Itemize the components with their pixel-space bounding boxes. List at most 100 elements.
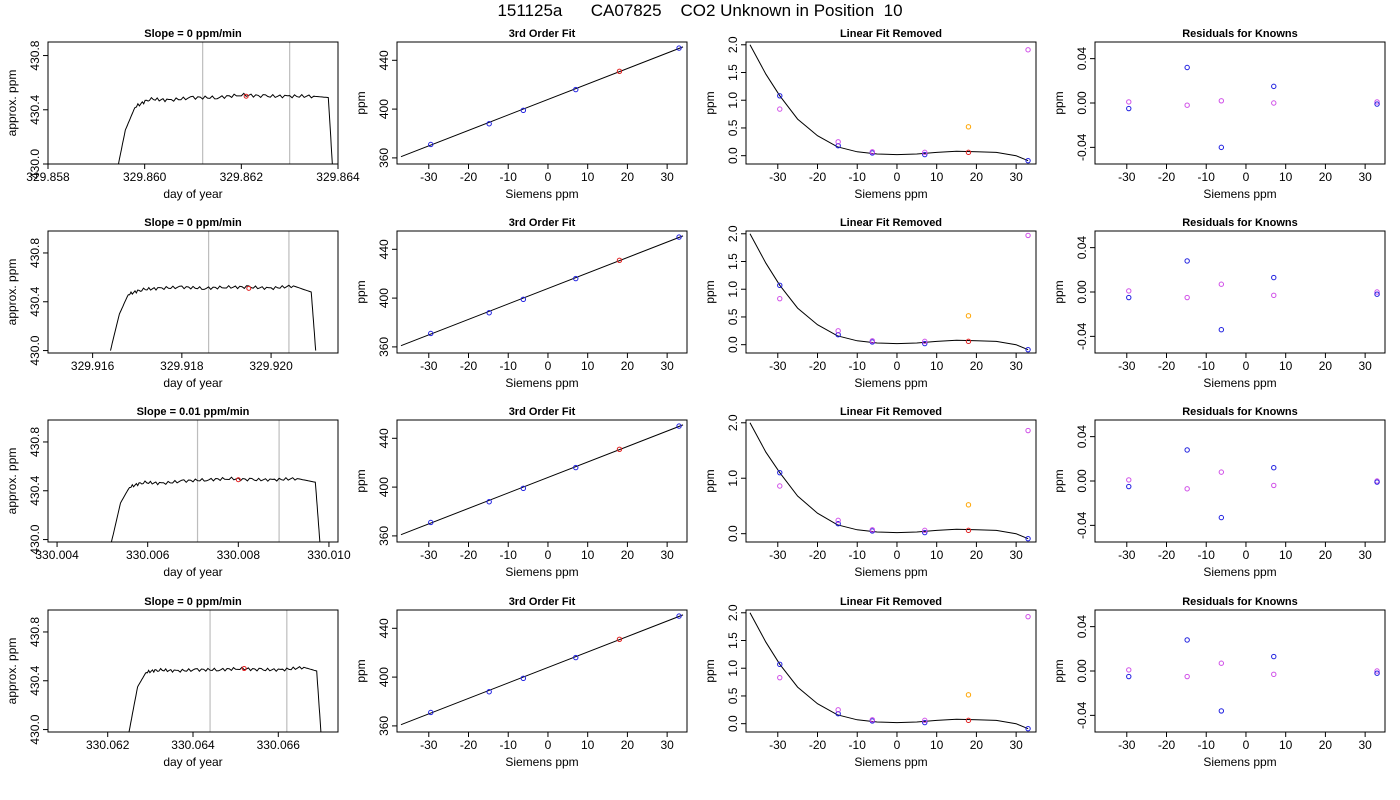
x-tick-label: -30 — [769, 548, 787, 562]
y-tick-label: 1.0 — [726, 660, 740, 677]
data-point — [428, 709, 434, 716]
panel-title: 3rd Order Fit — [509, 406, 576, 418]
panel-title: Residuals for Knowns — [1182, 217, 1298, 229]
x-tick-label: 10 — [930, 170, 944, 184]
y-tick-label: 1.0 — [726, 470, 740, 487]
x-axis-label: day of year — [163, 376, 222, 390]
x-tick-label: 30 — [1009, 738, 1023, 752]
y-axis-label: approx. ppm — [5, 638, 19, 705]
data-point — [777, 674, 783, 681]
plot-area — [1126, 258, 1380, 333]
x-tick-label: 30 — [660, 738, 674, 752]
y-axis-label: ppm — [354, 91, 368, 114]
x-tick-label: 0 — [545, 548, 552, 562]
data-point — [869, 527, 876, 533]
x-tick-label: 329.862 — [220, 170, 264, 184]
data-point — [922, 527, 928, 534]
data-point — [1126, 483, 1132, 490]
x-tick-label: 20 — [1319, 170, 1333, 184]
x-tick-label: -10 — [1198, 359, 1216, 373]
x-tick-label: 330.008 — [217, 548, 261, 562]
y-tick-label: 440 — [377, 50, 391, 70]
y-axis-label: ppm — [1052, 659, 1066, 682]
y-tick-label: 0.00 — [1075, 280, 1089, 304]
y-tick-label: 430.8 — [28, 617, 42, 647]
data-point — [1374, 99, 1380, 105]
y-axis-label: ppm — [1052, 280, 1066, 303]
data-point — [616, 636, 623, 642]
data-point — [965, 692, 972, 698]
data-point — [486, 310, 492, 316]
data-point — [1271, 464, 1277, 471]
y-axis-label: ppm — [703, 659, 717, 682]
panel-r1-c2: Linear Fit Removed Siemens ppm ppm -30 -20 -1… — [703, 217, 1037, 390]
data-point — [1184, 486, 1190, 492]
y-tick-label: 2.0 — [726, 414, 740, 431]
panel-r2-c1: 3rd Order Fit Siemens ppm ppm -30 -20 -10 0 10 2… — [354, 406, 688, 579]
y-axis-label: ppm — [1052, 469, 1066, 492]
x-tick-label: -20 — [809, 548, 827, 562]
y-tick-label: 360 — [377, 716, 391, 736]
x-tick-label: 30 — [660, 359, 674, 373]
x-tick-label: -30 — [769, 170, 787, 184]
x-tick-label: 0 — [545, 359, 552, 373]
y-axis-label: approx. ppm — [5, 70, 19, 137]
data-point — [520, 485, 527, 492]
panel-r0-c2: Linear Fit Removed Siemens ppm ppm -30 -20 -1… — [703, 28, 1037, 201]
ppm-trace — [110, 476, 321, 542]
panel-title: Linear Fit Removed — [840, 28, 942, 40]
data-point — [1271, 653, 1277, 660]
y-axis-label: approx. ppm — [5, 448, 19, 515]
x-axis-label: Siemens ppm — [854, 376, 927, 390]
x-tick-label: -10 — [849, 359, 867, 373]
data-point — [1025, 47, 1031, 53]
data-point — [1025, 535, 1031, 542]
data-point — [428, 330, 434, 337]
y-tick-label: 0.0 — [726, 336, 740, 353]
data-point — [676, 234, 682, 240]
data-point — [1025, 232, 1031, 239]
x-tick-label: 329.920 — [249, 359, 293, 373]
plot-frame — [396, 419, 688, 543]
data-point — [922, 529, 928, 536]
panel-r0-c0: Slope = 0 ppm/min day of year approx. ppm 3… — [5, 28, 360, 201]
data-point — [1271, 482, 1277, 489]
x-axis-label: day of year — [163, 755, 222, 769]
y-tick-label: 440 — [377, 239, 391, 259]
x-tick-label: 329.864 — [316, 170, 360, 184]
data-point — [1374, 670, 1380, 676]
data-point — [616, 446, 623, 452]
y-tick-label: 1.5 — [726, 64, 740, 81]
x-tick-label: 20 — [1319, 738, 1333, 752]
plot-frame — [1094, 419, 1386, 543]
x-tick-label: -10 — [1198, 170, 1216, 184]
data-point — [869, 338, 876, 344]
x-tick-label: 20 — [970, 738, 984, 752]
y-tick-label: 1.5 — [726, 632, 740, 649]
data-point — [1218, 660, 1225, 666]
data-point — [1184, 102, 1190, 108]
data-point — [1126, 294, 1132, 301]
x-tick-label: 0 — [1243, 548, 1250, 562]
ppm-trace — [117, 92, 333, 164]
x-axis-label: day of year — [163, 565, 222, 579]
x-tick-label: -30 — [1118, 548, 1136, 562]
data-point — [922, 149, 928, 156]
y-tick-label: 430.8 — [28, 238, 42, 268]
panel-r1-c3: Residuals for Knowns Siemens ppm ppm -30 -20… — [1052, 217, 1386, 390]
data-point — [1218, 98, 1225, 104]
plot-area — [110, 420, 321, 542]
x-tick-label: 330.004 — [35, 548, 79, 562]
x-axis-label: Siemens ppm — [1203, 376, 1276, 390]
plot-area — [110, 231, 317, 353]
x-tick-label: 0 — [1243, 170, 1250, 184]
figure-title: 151125a CA07825 CO2 Unknown in Position … — [497, 1, 903, 20]
data-point — [1126, 673, 1132, 680]
panel-r3-c2: Linear Fit Removed Siemens ppm ppm -30 -20 -1… — [703, 596, 1037, 769]
x-tick-label: 30 — [1358, 170, 1372, 184]
y-axis-label: ppm — [354, 659, 368, 682]
panel-r3-c1: 3rd Order Fit Siemens ppm ppm -30 -20 -10 0 10 2… — [354, 596, 688, 769]
y-tick-label: 0.00 — [1075, 91, 1089, 115]
x-tick-label: 329.916 — [71, 359, 115, 373]
